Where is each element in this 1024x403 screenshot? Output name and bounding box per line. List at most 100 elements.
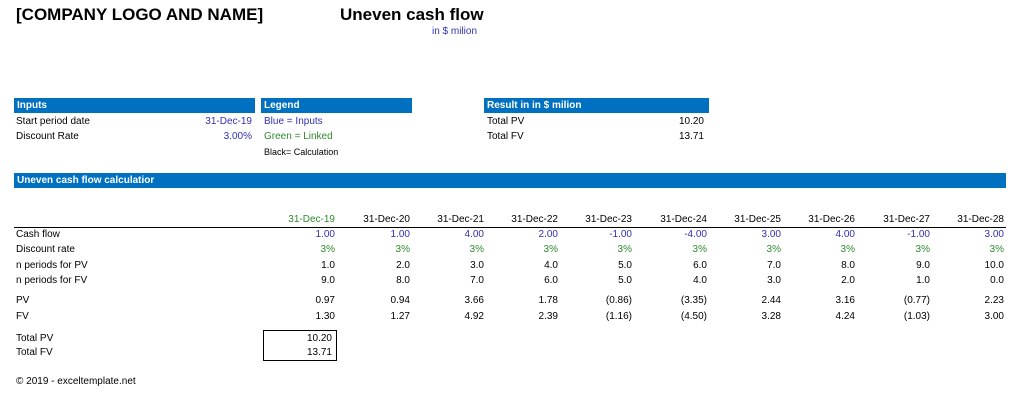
cell-value: 1.0	[916, 275, 930, 286]
result-value: 10.20	[678, 116, 704, 127]
footer: © 2019 - exceltemplate.net	[16, 376, 136, 387]
cell-value: 0.94	[390, 295, 410, 306]
cell-value: 3.0	[470, 260, 484, 271]
legend-title: Legend	[264, 100, 300, 111]
input-value: 31-Dec-19	[205, 116, 252, 127]
row-label: n periods for FV	[16, 275, 88, 286]
row-label: Discount rate	[16, 244, 75, 255]
inputs-title: Inputs	[17, 100, 47, 111]
inputs-header: Inputs	[14, 98, 255, 113]
company-name: [COMPANY LOGO AND NAME]	[16, 5, 264, 24]
header-rule	[14, 227, 1006, 228]
calculator-title: Uneven cash flow calculatior	[17, 175, 155, 186]
cell-value: 3.00	[984, 229, 1004, 240]
cell-value: 9.0	[321, 275, 335, 286]
cell-value: (1.03)	[903, 311, 930, 322]
cell-value: 5.0	[618, 275, 632, 286]
cell-value: 7.0	[767, 260, 781, 271]
totals-box	[263, 330, 337, 361]
cell-value: 0.0	[990, 275, 1004, 286]
cell-value: 4.0	[693, 275, 707, 286]
cell-value: 1.30	[315, 311, 335, 322]
legend-item: Blue = Inputs	[264, 116, 323, 127]
cell-value: 1.00	[390, 229, 410, 240]
legend-item: Black= Calculation	[264, 147, 339, 157]
cell-value: 3%	[915, 244, 930, 255]
cell-value: 10.0	[984, 260, 1004, 271]
cell-value: 3%	[469, 244, 484, 255]
row-label: FV	[16, 311, 29, 322]
cell-value: 7.0	[470, 275, 484, 286]
page-title: Uneven cash flow	[340, 5, 484, 24]
cell-value: 3%	[766, 244, 781, 255]
total-label: Total PV	[16, 333, 54, 344]
date-header: 31-Dec-28	[957, 214, 1004, 225]
date-header: 31-Dec-19	[288, 214, 335, 225]
cell-value: (4.50)	[680, 311, 707, 322]
cell-value: 4.24	[835, 311, 855, 322]
legend-header: Legend	[261, 98, 412, 113]
cell-value: 2.0	[841, 275, 855, 286]
cell-value: 1.0	[321, 260, 335, 271]
cell-value: 3.0	[767, 275, 781, 286]
row-label: n periods for PV	[16, 260, 88, 271]
cell-value: 3%	[989, 244, 1004, 255]
cell-value: 3.28	[761, 311, 781, 322]
date-header: 31-Dec-25	[734, 214, 781, 225]
cell-value: 6.0	[693, 260, 707, 271]
result-label: Total FV	[487, 131, 524, 142]
cell-value: 5.0	[618, 260, 632, 271]
result-label: Total PV	[487, 116, 525, 127]
cell-value: 3.66	[464, 295, 484, 306]
cell-value: 3%	[395, 244, 410, 255]
cell-value: 2.23	[984, 295, 1004, 306]
cell-value: 1.00	[315, 229, 335, 240]
cell-value: -1.00	[609, 229, 632, 240]
legend-item: Green = Linked	[264, 131, 333, 142]
row-label: Cash flow	[16, 229, 60, 240]
date-header: 31-Dec-27	[883, 214, 930, 225]
result-value: 13.71	[678, 131, 704, 142]
cell-value: 4.00	[464, 229, 484, 240]
cell-value: 1.78	[538, 295, 558, 306]
cell-value: 3%	[617, 244, 632, 255]
cell-value: (3.35)	[680, 295, 707, 306]
date-header: 31-Dec-26	[808, 214, 855, 225]
cell-value: 8.0	[841, 260, 855, 271]
cell-value: 3%	[320, 244, 335, 255]
result-title: Result in in $ milion	[487, 100, 582, 111]
cell-value: (0.86)	[605, 295, 632, 306]
result-header: Result in in $ milion	[484, 98, 709, 113]
cell-value: 3.16	[835, 295, 855, 306]
cell-value: 2.44	[761, 295, 781, 306]
date-header: 31-Dec-23	[585, 214, 632, 225]
cell-value: -1.00	[907, 229, 930, 240]
cell-value: 2.39	[538, 311, 558, 322]
date-header: 31-Dec-21	[437, 214, 484, 225]
row-label: PV	[16, 295, 30, 306]
input-value: 3.00%	[223, 131, 252, 142]
input-label: Start period date	[16, 116, 90, 127]
cell-value: 3.00	[761, 229, 781, 240]
total-label: Total FV	[16, 347, 53, 358]
cell-value: 4.0	[544, 260, 558, 271]
total-value: 13.71	[306, 347, 332, 358]
cell-value: 3.00	[984, 311, 1004, 322]
cell-value: -4.00	[684, 229, 707, 240]
cell-value: 3%	[692, 244, 707, 255]
cell-value: 2.00	[538, 229, 558, 240]
cell-value: 0.97	[315, 295, 335, 306]
cell-value: 1.27	[390, 311, 410, 322]
cell-value: (1.16)	[605, 311, 632, 322]
date-header: 31-Dec-22	[511, 214, 558, 225]
cell-value: 3%	[543, 244, 558, 255]
cell-value: 4.92	[464, 311, 484, 322]
subtitle: in $ milion	[432, 26, 478, 37]
date-header: 31-Dec-20	[363, 214, 410, 225]
cell-value: 9.0	[916, 260, 930, 271]
calculator-header: Uneven cash flow calculatior	[14, 173, 1006, 188]
total-value: 10.20	[306, 333, 332, 344]
cell-value: 3%	[840, 244, 855, 255]
date-header: 31-Dec-24	[660, 214, 707, 225]
